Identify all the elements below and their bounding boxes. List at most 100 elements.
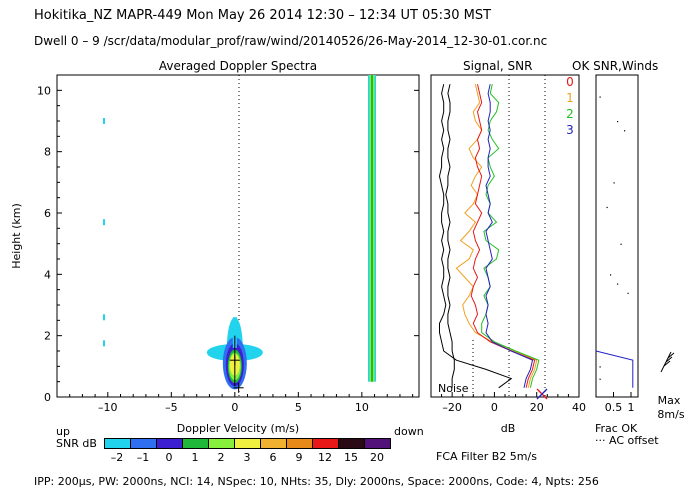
doppler-y-tick-label: 8 (44, 146, 51, 159)
ok-x-tick-label: 0.5 (605, 401, 623, 414)
noise-label: Noise (438, 382, 469, 395)
colorbar-swatch (312, 438, 339, 449)
colorbar-tick-label: 2 (217, 451, 225, 464)
ac-offset-point (617, 283, 619, 285)
ground-clutter-region (102, 118, 263, 390)
ac-offset-points (599, 96, 629, 380)
ok-title: OK SNR,Winds (572, 59, 658, 73)
ac-offset-point (599, 378, 601, 380)
frac-ok-label: Frac OK (595, 422, 638, 435)
spectral-blip (102, 118, 105, 124)
signal-x-ticks: –20 0 20 40 (430, 392, 586, 414)
colorbar-tick-label: 3 (243, 451, 251, 464)
colorbar-swatch (338, 438, 365, 449)
ac-offset-point (610, 274, 612, 276)
ok-frame (595, 74, 639, 398)
ac-offset-point (617, 121, 619, 123)
ac-offset-point (613, 182, 615, 184)
colorbar-tick-label: 6 (269, 451, 277, 464)
colorbar-swatch (286, 438, 313, 449)
noise-line (445, 84, 455, 388)
colorbar-swatch (130, 438, 157, 449)
colorbar-swatch (182, 438, 209, 449)
signal-lines (438, 84, 540, 389)
legend-label-1: 1 (566, 91, 574, 105)
plot-title: Hokitika_NZ MAPR-449 Mon May 26 2014 12:… (34, 8, 492, 23)
ok-x-tick-label: 1 (628, 401, 635, 414)
doppler-y-tick-label: 0 (44, 391, 51, 404)
height-axis-label: Height (km) (10, 203, 23, 269)
ac-offset-label: ··· AC offset (595, 434, 659, 447)
doppler-x-tick-label: –5 (165, 401, 178, 414)
signal-title: Signal, SNR (463, 59, 532, 73)
legend-label-2: 2 (566, 107, 574, 121)
ac-offset-point (599, 96, 601, 98)
down-label: down (394, 425, 424, 438)
clutter-top-spike (232, 317, 237, 348)
ac-offset-point (606, 206, 608, 209)
doppler-y-tick-label: 2 (44, 330, 51, 343)
db-axis-label: dB (501, 422, 516, 435)
spectral-blip (102, 219, 105, 226)
signal-x-tick-label: –20 (442, 401, 462, 414)
doppler-x-ticks: –10 –5 0 5 10 (56, 392, 414, 414)
snr-legend: 0 1 2 3 (566, 75, 574, 137)
snr-line-0 (470, 84, 536, 388)
signal-x-tick-label: 40 (572, 401, 586, 414)
signal-x-tick-label: 0 (491, 401, 498, 414)
x-marker (536, 388, 548, 400)
wind-barb-icon (660, 351, 675, 373)
snr-line-2 (481, 84, 540, 388)
doppler-y-tick-label: 6 (44, 207, 51, 220)
spectral-markers (229, 335, 244, 393)
colorbar-tick-label: 12 (318, 451, 332, 464)
colorbar-tick-label: 20 (370, 451, 384, 464)
signal-snr-panel: Signal, SNR –20 0 20 40 Noise dB 0 1 2 3 (430, 59, 586, 435)
colorbar-swatch (260, 438, 287, 449)
radar-parameters: IPP: 200μs, PW: 2000ns, NCI: 14, NSpec: … (34, 475, 599, 488)
doppler-xlabel: Doppler Velocity (m/s) (177, 422, 299, 435)
frac-ok-polyline (595, 350, 634, 388)
colorbar-tick-label: –2 (110, 451, 124, 464)
ac-offset-point (620, 243, 622, 245)
ac-offset-point (627, 292, 629, 294)
spectral-blip (102, 340, 105, 347)
doppler-y-tick-label: 4 (44, 268, 51, 281)
colorbar-tick-label: 15 (344, 451, 358, 464)
band-core (371, 75, 374, 382)
legend-label-0: 0 (566, 75, 574, 89)
colorbar-tick-label: –1 (136, 451, 150, 464)
doppler-y-ticks: 0 2 4 6 8 10 (37, 74, 419, 404)
doppler-x-tick-label: –10 (98, 401, 118, 414)
frac-ok-line (595, 350, 634, 388)
doppler-spectra-panel: Averaged Doppler Spectra –10 –5 0 5 10 0 2 4 6 8… (10, 59, 420, 435)
snr-line-3 (485, 84, 534, 388)
doppler-title: Averaged Doppler Spectra (159, 59, 317, 73)
dwell-path: Dwell 0 – 9 /scr/data/modular_prof/raw/w… (34, 34, 548, 48)
legend-label-3: 3 (566, 123, 574, 137)
doppler-x-tick-label: 5 (295, 401, 302, 414)
snr-db-label: SNR dB (56, 437, 97, 450)
colorbar-swatch (364, 438, 391, 449)
max-label: Max (658, 394, 681, 407)
doppler-y-tick-label: 10 (37, 84, 51, 97)
up-label: up (56, 425, 70, 438)
ok-x-ticks: 0.5 1 (605, 392, 635, 414)
spectral-blip (102, 314, 105, 321)
doppler-frame (56, 74, 420, 398)
doppler-x-tick-label: 10 (355, 401, 369, 414)
interference-band (368, 75, 377, 382)
doppler-x-tick-label: 0 (231, 401, 238, 414)
fca-filter-label: FCA Filter B2 5m/s (436, 450, 537, 463)
ok-snr-winds-panel: OK SNR,Winds 0.5 1 Frac OK ··· AC offset … (572, 59, 685, 447)
signal-x-tick-label: 20 (530, 401, 544, 414)
colorbar-swatch (104, 438, 131, 449)
ac-offset-point (624, 130, 626, 132)
colorbar-swatch (234, 438, 261, 449)
ac-offset-point (599, 366, 601, 368)
colorbar-tick-label: 9 (295, 451, 303, 464)
colorbar-tick-label: 0 (165, 451, 173, 464)
colorbar-tick-label: 1 (191, 451, 199, 464)
max-value: 8m/s (657, 408, 684, 421)
